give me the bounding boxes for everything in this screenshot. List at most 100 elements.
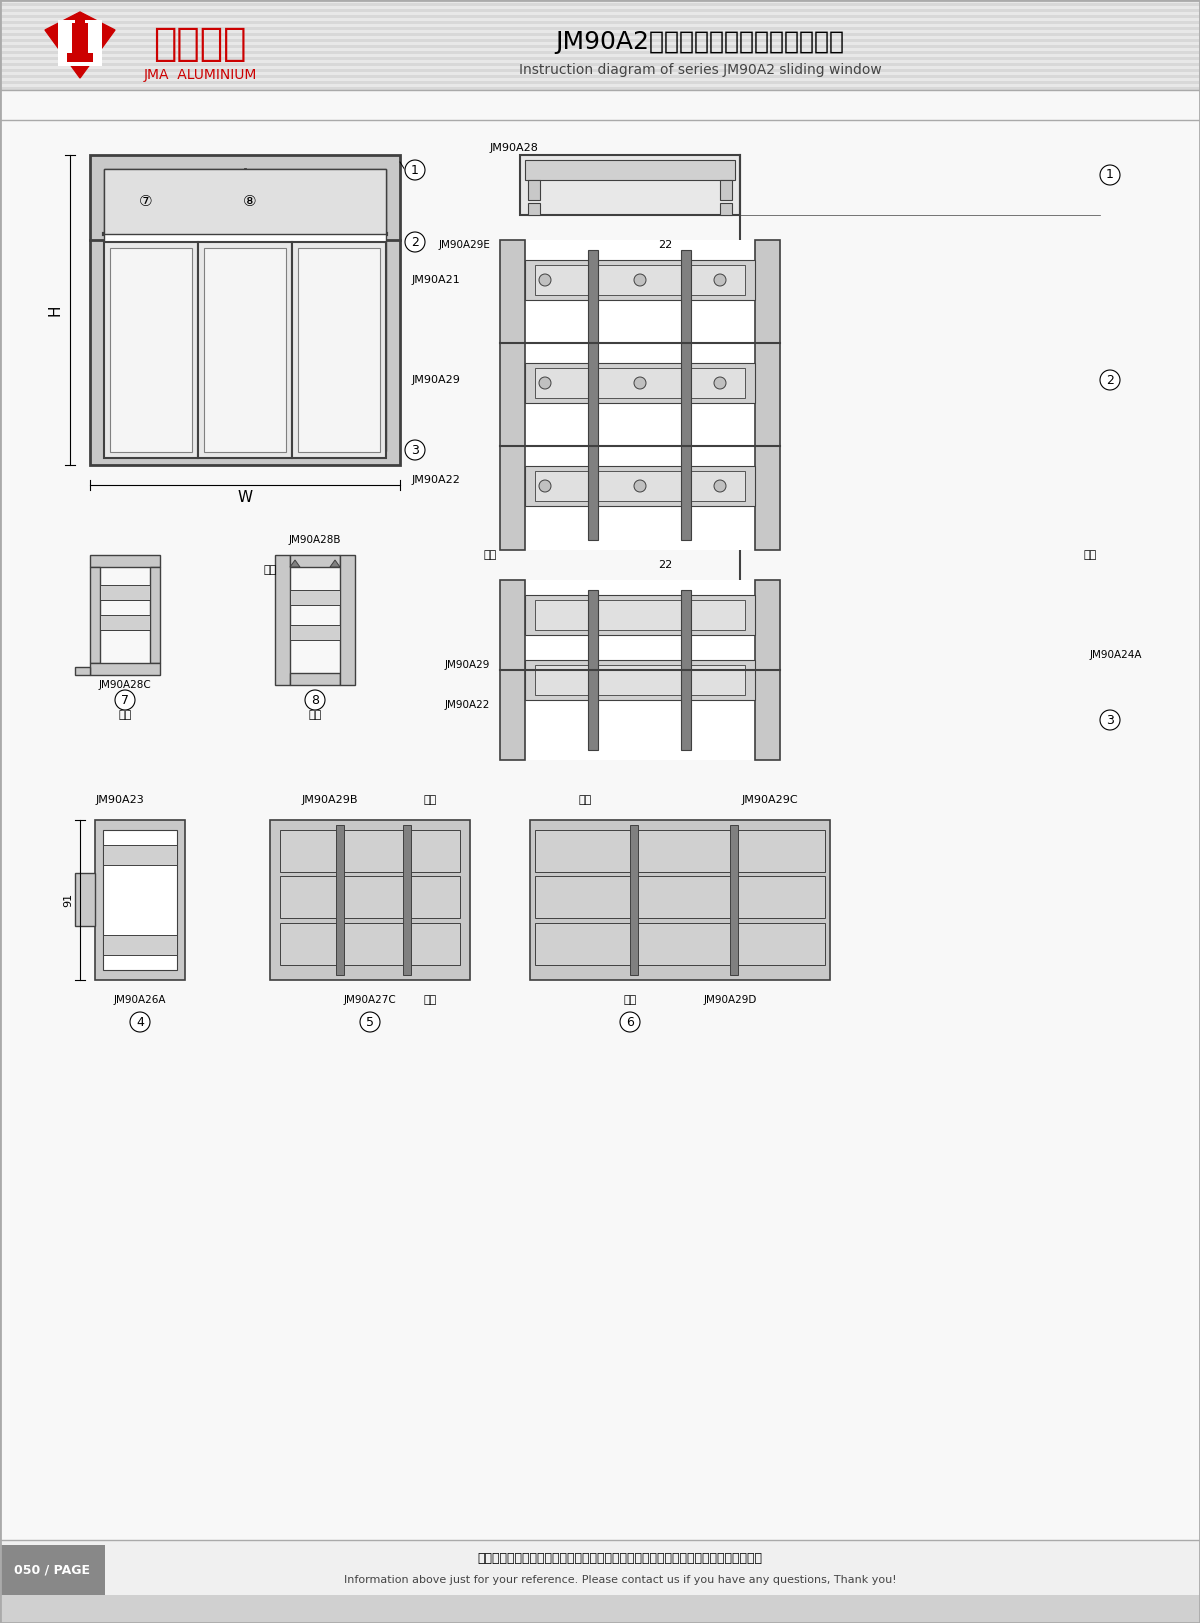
Bar: [535, 923, 826, 966]
Bar: [403, 824, 410, 975]
Bar: [682, 250, 691, 540]
Bar: [720, 203, 732, 214]
Text: JM90A29E: JM90A29E: [438, 240, 490, 250]
Bar: [0, 28, 1200, 29]
Bar: [0, 29, 1200, 32]
Bar: [0, 50, 1200, 54]
Bar: [0, 89, 1200, 1540]
Bar: [528, 203, 540, 214]
Bar: [526, 466, 755, 506]
Bar: [588, 591, 598, 750]
Bar: [0, 71, 1200, 75]
Bar: [0, 10, 1200, 11]
Text: JM90A26A: JM90A26A: [114, 995, 167, 1005]
Bar: [270, 820, 470, 980]
Circle shape: [634, 274, 646, 286]
Text: 2: 2: [1106, 373, 1114, 386]
Bar: [0, 1540, 1200, 1623]
Bar: [0, 18, 1200, 21]
Circle shape: [406, 161, 425, 180]
Bar: [720, 180, 732, 200]
Bar: [530, 820, 830, 980]
Bar: [0, 49, 1200, 50]
Bar: [0, 1595, 1200, 1623]
Bar: [528, 180, 540, 200]
Circle shape: [1100, 166, 1120, 185]
Bar: [0, 6, 1200, 10]
Text: 3: 3: [412, 443, 419, 456]
Text: 3: 3: [1106, 714, 1114, 727]
Text: 室外: 室外: [308, 709, 322, 721]
Bar: [103, 829, 178, 971]
Bar: [500, 240, 780, 550]
Bar: [0, 81, 1200, 84]
Bar: [500, 240, 526, 550]
Text: JM90A21: JM90A21: [412, 274, 460, 286]
Circle shape: [406, 232, 425, 252]
Bar: [0, 63, 1200, 67]
Bar: [280, 876, 460, 919]
Bar: [0, 70, 1200, 71]
Bar: [104, 169, 386, 234]
Bar: [290, 591, 340, 605]
Bar: [275, 555, 290, 685]
Bar: [0, 3, 1200, 6]
Text: JM90A28B: JM90A28B: [289, 536, 341, 545]
Bar: [500, 579, 526, 760]
Bar: [0, 54, 1200, 57]
Text: JM90A23: JM90A23: [96, 795, 144, 805]
Text: JM90A28: JM90A28: [490, 143, 539, 153]
Text: ⑥: ⑥: [332, 307, 346, 321]
Bar: [90, 156, 400, 466]
Bar: [682, 591, 691, 750]
Bar: [110, 248, 192, 451]
Text: ④: ④: [144, 307, 158, 321]
Bar: [0, 84, 1200, 88]
Bar: [100, 584, 150, 601]
Text: 图中所示型材截面、装配、编号、尺寸及重量仅供参考。如有疑问，请向本公司查询。: 图中所示型材截面、装配、编号、尺寸及重量仅供参考。如有疑问，请向本公司查询。: [478, 1552, 762, 1565]
Bar: [0, 57, 1200, 60]
Bar: [526, 661, 755, 700]
Circle shape: [360, 1013, 380, 1032]
Text: Information above just for your reference. Please contact us if you have any que: Information above just for your referenc…: [343, 1574, 896, 1586]
Bar: [90, 664, 160, 675]
Bar: [0, 21, 1200, 24]
Bar: [103, 846, 178, 865]
Bar: [100, 615, 150, 630]
Text: 室内: 室内: [484, 550, 497, 560]
Bar: [0, 88, 1200, 89]
Bar: [204, 248, 286, 451]
Text: 5: 5: [366, 1016, 374, 1029]
Text: 室内: 室内: [424, 795, 437, 805]
Bar: [58, 19, 102, 67]
Bar: [0, 24, 1200, 28]
Circle shape: [305, 690, 325, 709]
Bar: [535, 368, 745, 398]
Text: JM90A29B: JM90A29B: [301, 795, 359, 805]
Bar: [340, 555, 355, 685]
Bar: [280, 923, 460, 966]
Bar: [0, 36, 1200, 39]
Text: 室内: 室内: [263, 565, 277, 575]
Bar: [95, 820, 185, 980]
Bar: [535, 265, 745, 295]
Bar: [290, 625, 340, 639]
Bar: [535, 601, 745, 630]
Bar: [0, 0, 1200, 3]
Text: ⑤: ⑤: [238, 307, 252, 321]
Text: Instruction diagram of series JM90A2 sliding window: Instruction diagram of series JM90A2 sli…: [518, 63, 881, 76]
Circle shape: [539, 480, 551, 492]
Bar: [755, 579, 780, 760]
Circle shape: [1100, 370, 1120, 390]
Bar: [526, 364, 755, 403]
Bar: [336, 824, 344, 975]
Bar: [74, 667, 90, 675]
Text: JM90A28C: JM90A28C: [98, 680, 151, 690]
Text: H: H: [48, 304, 62, 316]
Bar: [755, 240, 780, 550]
Bar: [0, 78, 1200, 81]
Bar: [588, 250, 598, 540]
Bar: [280, 829, 460, 872]
Text: 坚美铝业: 坚美铝业: [154, 24, 247, 63]
Bar: [290, 674, 340, 685]
